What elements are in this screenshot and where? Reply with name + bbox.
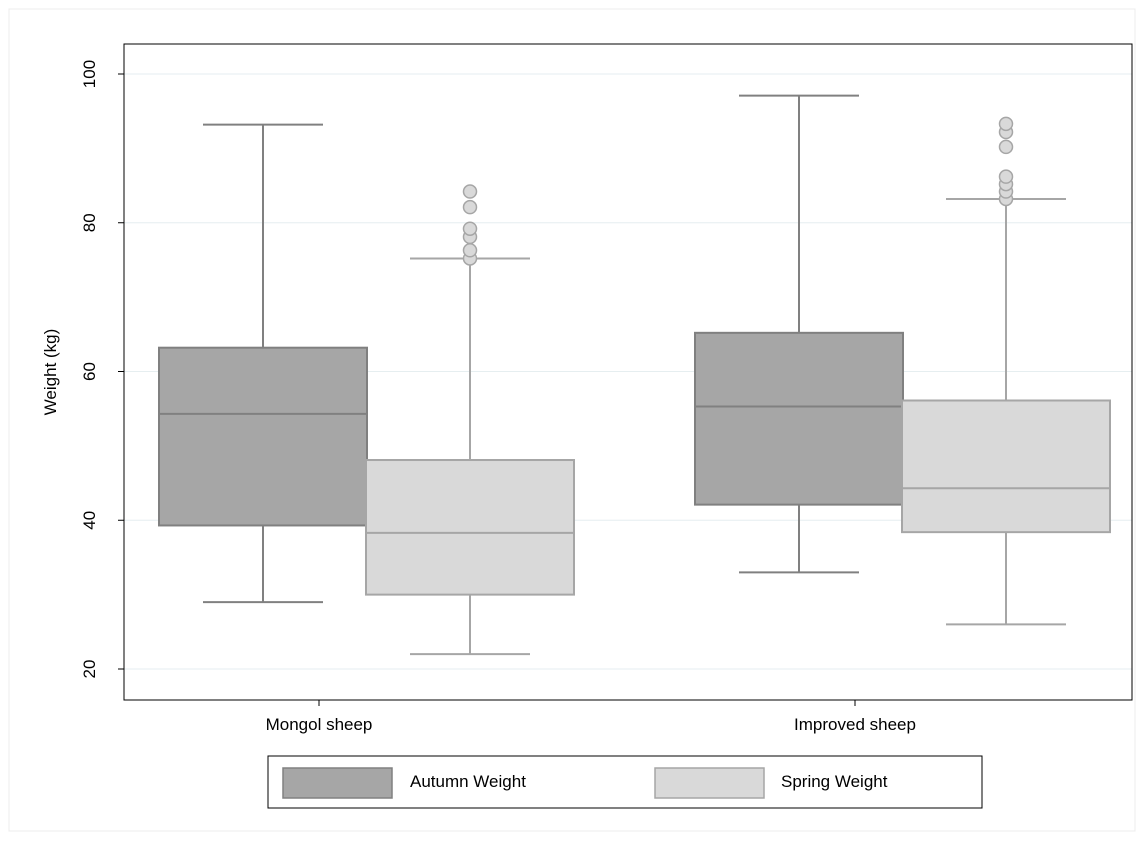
box-0-1: [694, 94, 904, 574]
x-tick-label-0: Mongol sheep: [266, 715, 373, 734]
y-tick-label-80: 80: [80, 213, 99, 232]
legend-swatch-1: [654, 767, 765, 799]
y-tick-label-60: 60: [80, 362, 99, 381]
legend-swatch-0: [282, 767, 393, 799]
box-1-1: [901, 116, 1111, 626]
box-iqr: [694, 331, 904, 506]
y-tick-label-40: 40: [80, 511, 99, 530]
legend: Autumn Weight Spring Weight: [282, 767, 888, 799]
y-axis: 20 40 60 80 100: [80, 60, 124, 679]
box-0-0: [158, 123, 368, 604]
y-tick-label-20: 20: [80, 660, 99, 679]
box-iqr: [365, 459, 575, 596]
x-tick-label-1: Improved sheep: [794, 715, 916, 734]
boxes-layer: [158, 94, 1111, 656]
outlier-point-1: [462, 243, 478, 258]
outlier-point-6: [998, 116, 1014, 132]
legend-label-1: Spring Weight: [781, 772, 888, 791]
y-axis-label: Weight (kg): [41, 329, 60, 416]
outlier-point-4: [998, 139, 1014, 155]
outlier-point-3: [998, 169, 1014, 184]
outlier-point-4: [462, 199, 478, 215]
x-axis-category-labels: Mongol sheep Improved sheep: [266, 700, 916, 734]
box-1-0: [365, 184, 575, 656]
outlier-point-3: [462, 221, 478, 236]
y-tick-label-100: 100: [80, 60, 99, 88]
outlier-point-5: [462, 184, 478, 199]
legend-label-0: Autumn Weight: [410, 772, 526, 791]
box-iqr: [901, 399, 1111, 534]
box-iqr: [158, 346, 368, 527]
